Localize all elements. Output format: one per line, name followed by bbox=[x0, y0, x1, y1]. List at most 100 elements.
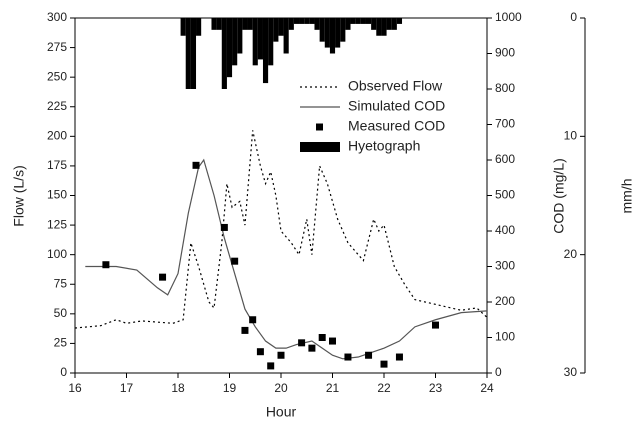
y2-tick-label: 900 bbox=[495, 46, 515, 60]
scatter-point bbox=[344, 353, 352, 361]
x-tick-label: 18 bbox=[171, 381, 185, 395]
hyetograph-bar bbox=[350, 18, 356, 24]
hyetograph-bar bbox=[247, 18, 253, 30]
hyetograph-bar bbox=[283, 18, 289, 54]
y-tick-label: 25 bbox=[54, 336, 68, 350]
hyetograph-bar bbox=[345, 18, 351, 30]
x-tick-label: 24 bbox=[480, 381, 494, 395]
scatter-point bbox=[249, 316, 257, 324]
hyetograph-bar bbox=[252, 18, 258, 66]
scatter-point bbox=[192, 161, 200, 169]
legend-label: Simulated COD bbox=[348, 98, 445, 114]
y-tick-label: 200 bbox=[47, 129, 67, 143]
hyetograph-bar bbox=[190, 18, 197, 89]
y2-tick-label: 400 bbox=[495, 223, 515, 237]
hyetograph-bar bbox=[242, 18, 248, 30]
hyetograph-bar bbox=[360, 18, 366, 24]
hyetograph-bar bbox=[319, 18, 325, 42]
hyetograph-bar bbox=[371, 18, 377, 30]
scatter-point bbox=[102, 261, 110, 269]
y2-tick-label: 700 bbox=[495, 117, 515, 131]
hyetograph-bar bbox=[257, 18, 263, 60]
y2-axis-label: COD (mg/L) bbox=[551, 158, 567, 233]
y-tick-label: 100 bbox=[47, 247, 67, 261]
y-tick-label: 250 bbox=[47, 69, 67, 83]
scatter-point bbox=[395, 353, 403, 361]
x-tick-label: 21 bbox=[326, 381, 340, 395]
x-axis-label: Hour bbox=[266, 404, 297, 420]
y2-tick-label: 300 bbox=[495, 259, 515, 273]
y2-tick-label: 200 bbox=[495, 294, 515, 308]
hyetograph-bar bbox=[340, 18, 346, 42]
plot-frame bbox=[74, 17, 488, 374]
scatter-point bbox=[308, 344, 316, 352]
y3-axis-label: mm/h bbox=[619, 179, 635, 214]
legend-swatch bbox=[300, 142, 340, 152]
hyetograph-bar bbox=[232, 18, 238, 66]
legend-label: Hyetograph bbox=[348, 138, 420, 154]
hyetograph-bar bbox=[329, 18, 336, 54]
scatter-point bbox=[241, 326, 249, 334]
hyetograph-bar bbox=[185, 18, 191, 89]
hyetograph-bar bbox=[268, 18, 274, 66]
y-axis-label: Flow (L/s) bbox=[11, 165, 27, 226]
scatter-point bbox=[365, 351, 373, 359]
y2-tick-label: 1000 bbox=[495, 10, 522, 24]
hyetograph-bar bbox=[299, 18, 305, 24]
y-tick-label: 225 bbox=[47, 99, 67, 113]
hyetograph-bar bbox=[386, 18, 392, 30]
x-tick-label: 22 bbox=[377, 381, 391, 395]
legend-label: Observed Flow bbox=[348, 78, 443, 94]
hyetograph-bar bbox=[221, 18, 227, 89]
scatter-point bbox=[329, 337, 336, 345]
hyetograph-bar bbox=[376, 18, 382, 36]
y2-tick-label: 500 bbox=[495, 188, 515, 202]
legend-label: Measured COD bbox=[348, 118, 445, 134]
y-tick-label: 275 bbox=[47, 40, 67, 54]
hyetograph-bar bbox=[314, 18, 320, 30]
scatter-point bbox=[159, 273, 167, 281]
hyetograph-bar bbox=[391, 18, 397, 30]
y-tick-label: 0 bbox=[60, 365, 67, 379]
y2-tick-label: 0 bbox=[495, 365, 502, 379]
x-tick-label: 19 bbox=[223, 381, 237, 395]
scatter-point bbox=[267, 362, 275, 370]
hyetograph-bar bbox=[304, 18, 310, 24]
scatter-point bbox=[256, 348, 264, 356]
y3-tick-label: 20 bbox=[564, 247, 578, 261]
scatter-point bbox=[432, 321, 439, 329]
scatter-point bbox=[298, 339, 306, 347]
hyetograph-bar bbox=[324, 18, 330, 48]
hyetograph-bar bbox=[262, 18, 269, 84]
y2-tick-label: 100 bbox=[495, 330, 515, 344]
y3-tick-label: 0 bbox=[570, 10, 577, 24]
hyetograph-bar bbox=[196, 18, 202, 36]
y3-tick-label: 10 bbox=[564, 129, 578, 143]
y3-tick-label: 30 bbox=[564, 365, 578, 379]
x-tick-label: 23 bbox=[429, 381, 443, 395]
scatter-point bbox=[318, 334, 326, 341]
y-tick-label: 150 bbox=[47, 188, 67, 202]
line-series bbox=[85, 158, 488, 360]
hyetograph-bar bbox=[226, 18, 233, 78]
hyetograph-bar bbox=[180, 18, 186, 36]
hyetograph-bar bbox=[278, 18, 284, 36]
hyetograph-bar bbox=[273, 18, 279, 42]
hyetograph-bar bbox=[355, 18, 361, 24]
hyetograph-bar bbox=[381, 18, 387, 36]
hyetograph-bar bbox=[365, 18, 372, 24]
x-tick-label: 17 bbox=[120, 381, 134, 395]
scatter-point bbox=[220, 223, 228, 231]
hyetograph-bar bbox=[396, 18, 403, 24]
hyetograph-bar bbox=[293, 18, 300, 24]
hyetograph-bar bbox=[237, 18, 243, 54]
hyetograph-bar bbox=[211, 18, 217, 30]
y-tick-label: 300 bbox=[47, 10, 67, 24]
y-tick-label: 175 bbox=[47, 158, 67, 172]
hyetograph-bar bbox=[288, 18, 294, 30]
scatter-point bbox=[277, 351, 285, 359]
y-tick-label: 50 bbox=[54, 306, 68, 320]
y2-tick-label: 800 bbox=[495, 81, 515, 95]
line-series bbox=[74, 130, 488, 329]
y-tick-label: 125 bbox=[47, 217, 67, 231]
